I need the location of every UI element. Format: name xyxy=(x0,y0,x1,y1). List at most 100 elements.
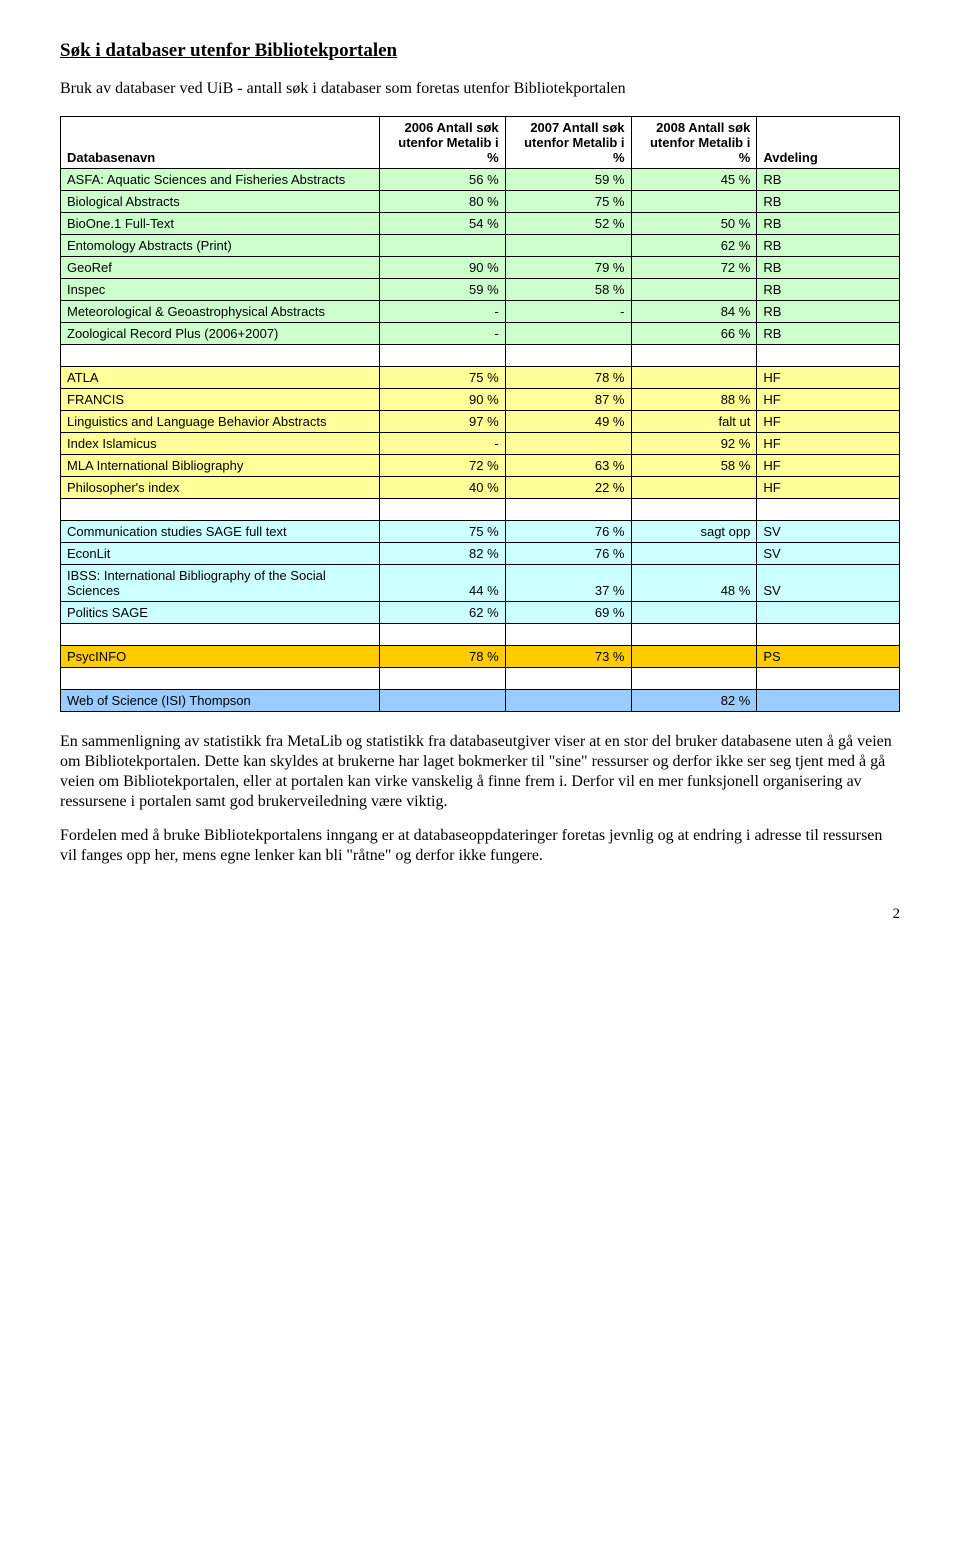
cell-label: Communication studies SAGE full text xyxy=(61,521,380,543)
cell-2006: 72 % xyxy=(379,455,505,477)
cell-2008: 58 % xyxy=(631,455,757,477)
cell-2006: 44 % xyxy=(379,565,505,602)
blank-cell xyxy=(631,624,757,646)
cell-2007: 87 % xyxy=(505,389,631,411)
cell-avdeling: HF xyxy=(757,411,900,433)
cell-2007: 69 % xyxy=(505,602,631,624)
blank-cell xyxy=(631,668,757,690)
cell-2008: 48 % xyxy=(631,565,757,602)
cell-2007: 59 % xyxy=(505,169,631,191)
cell-avdeling: SV xyxy=(757,543,900,565)
table-row: Communication studies SAGE full text75 %… xyxy=(61,521,900,543)
cell-2006: 90 % xyxy=(379,389,505,411)
blank-cell xyxy=(505,499,631,521)
cell-2008: 84 % xyxy=(631,301,757,323)
table-row xyxy=(61,499,900,521)
blank-cell xyxy=(379,345,505,367)
cell-avdeling: RB xyxy=(757,169,900,191)
cell-2008 xyxy=(631,602,757,624)
cell-2007 xyxy=(505,690,631,712)
cell-2008: 66 % xyxy=(631,323,757,345)
table-row xyxy=(61,624,900,646)
cell-2008 xyxy=(631,646,757,668)
cell-label: Inspec xyxy=(61,279,380,301)
table-row xyxy=(61,668,900,690)
table-header-row: Databasenavn 2006 Antall søk utenfor Met… xyxy=(61,117,900,169)
cell-avdeling: PS xyxy=(757,646,900,668)
header-2008: 2008 Antall søk utenfor Metalib i % xyxy=(631,117,757,169)
cell-2006: 75 % xyxy=(379,367,505,389)
header-avdeling: Avdeling xyxy=(757,117,900,169)
blank-cell xyxy=(631,345,757,367)
cell-2007: 52 % xyxy=(505,213,631,235)
cell-2008: 62 % xyxy=(631,235,757,257)
cell-label: GeoRef xyxy=(61,257,380,279)
blank-cell xyxy=(505,668,631,690)
cell-2006: 40 % xyxy=(379,477,505,499)
cell-2007: 78 % xyxy=(505,367,631,389)
blank-cell xyxy=(505,345,631,367)
cell-2007 xyxy=(505,433,631,455)
cell-2008 xyxy=(631,279,757,301)
cell-avdeling: RB xyxy=(757,257,900,279)
cell-2007: - xyxy=(505,301,631,323)
table-row: GeoRef90 %79 %72 %RB xyxy=(61,257,900,279)
intro-text: Bruk av databaser ved UiB - antall søk i… xyxy=(60,80,900,98)
cell-avdeling: HF xyxy=(757,433,900,455)
cell-2007 xyxy=(505,235,631,257)
cell-label: Web of Science (ISI) Thompson xyxy=(61,690,380,712)
cell-avdeling: RB xyxy=(757,191,900,213)
cell-2006: 62 % xyxy=(379,602,505,624)
cell-label: Entomology Abstracts (Print) xyxy=(61,235,380,257)
blank-cell xyxy=(61,499,380,521)
cell-label: Zoological Record Plus (2006+2007) xyxy=(61,323,380,345)
cell-2006: 97 % xyxy=(379,411,505,433)
cell-2007: 63 % xyxy=(505,455,631,477)
cell-label: ASFA: Aquatic Sciences and Fisheries Abs… xyxy=(61,169,380,191)
table-row: Linguistics and Language Behavior Abstra… xyxy=(61,411,900,433)
blank-cell xyxy=(379,668,505,690)
cell-2008: falt ut xyxy=(631,411,757,433)
cell-avdeling: RB xyxy=(757,279,900,301)
cell-label: Philosopher's index xyxy=(61,477,380,499)
cell-2007: 76 % xyxy=(505,521,631,543)
cell-2006: 59 % xyxy=(379,279,505,301)
blank-cell xyxy=(61,345,380,367)
page-number: 2 xyxy=(60,906,900,923)
table-row: Inspec59 %58 % RB xyxy=(61,279,900,301)
cell-2006: - xyxy=(379,433,505,455)
cell-avdeling: HF xyxy=(757,389,900,411)
cell-avdeling: RB xyxy=(757,213,900,235)
cell-2008 xyxy=(631,543,757,565)
cell-2008: 92 % xyxy=(631,433,757,455)
table-row: Entomology Abstracts (Print)62 %RB xyxy=(61,235,900,257)
blank-cell xyxy=(505,624,631,646)
cell-2006: 80 % xyxy=(379,191,505,213)
cell-2006: - xyxy=(379,301,505,323)
cell-2006 xyxy=(379,690,505,712)
cell-2006 xyxy=(379,235,505,257)
cell-2008 xyxy=(631,191,757,213)
cell-2007: 58 % xyxy=(505,279,631,301)
data-table: Databasenavn 2006 Antall søk utenfor Met… xyxy=(60,116,900,712)
cell-label: FRANCIS xyxy=(61,389,380,411)
cell-2007: 75 % xyxy=(505,191,631,213)
paragraph-2: Fordelen med å bruke Bibliotekportalens … xyxy=(60,826,900,866)
paragraph-1: En sammenligning av statistikk fra MetaL… xyxy=(60,732,900,812)
page-title: Søk i databaser utenfor Bibliotekportale… xyxy=(60,40,900,62)
blank-cell xyxy=(379,499,505,521)
cell-avdeling xyxy=(757,690,900,712)
cell-label: MLA International Bibliography xyxy=(61,455,380,477)
blank-cell xyxy=(757,499,900,521)
cell-2007: 76 % xyxy=(505,543,631,565)
cell-2007 xyxy=(505,323,631,345)
table-row: Meteorological & Geoastrophysical Abstra… xyxy=(61,301,900,323)
cell-label: Biological Abstracts xyxy=(61,191,380,213)
cell-avdeling: RB xyxy=(757,301,900,323)
cell-2008 xyxy=(631,477,757,499)
table-row: Index Islamicus -92 %HF xyxy=(61,433,900,455)
blank-cell xyxy=(631,499,757,521)
cell-label: EconLit xyxy=(61,543,380,565)
cell-avdeling: HF xyxy=(757,455,900,477)
table-row: FRANCIS90 %87 %88 %HF xyxy=(61,389,900,411)
